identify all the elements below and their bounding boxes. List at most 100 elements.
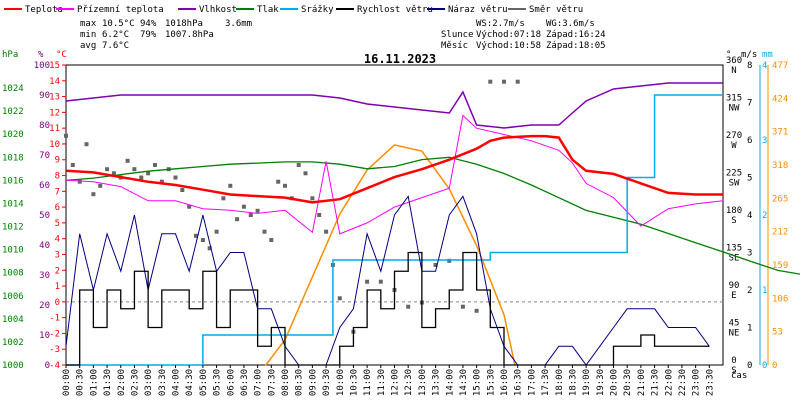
dir-tick-label: 315 bbox=[726, 94, 742, 104]
dir-tick-compass: NW bbox=[729, 104, 740, 114]
x-tick-label: 15:00 bbox=[473, 369, 483, 396]
ms-tick-label: 4 bbox=[747, 211, 752, 221]
legend-label: Náraz větru bbox=[448, 5, 508, 15]
hpa-tick-label: 1016 bbox=[2, 176, 24, 186]
stats-sunset: Západ:16:24 bbox=[546, 30, 606, 40]
radiation-tick-label: 53 bbox=[772, 328, 783, 338]
axis-unit-time: čas bbox=[731, 370, 747, 381]
hpa-tick-label: 1010 bbox=[2, 246, 24, 256]
dir-tick-compass: SW bbox=[729, 179, 740, 189]
radiation-tick-label: 212 bbox=[772, 228, 788, 238]
pct-tick-label: 40 bbox=[39, 241, 50, 251]
series-lines bbox=[65, 82, 800, 366]
mm-tick-label: 4 bbox=[762, 61, 767, 71]
wind-direction-point bbox=[515, 79, 520, 84]
x-tick-label: 19:00 bbox=[582, 369, 592, 396]
legend-label: Přízemní teplota bbox=[77, 5, 164, 15]
wind-direction-point bbox=[303, 171, 308, 176]
wind-direction-point bbox=[255, 208, 260, 213]
wind-direction-point bbox=[214, 229, 219, 234]
stats-avg-label: avg bbox=[80, 41, 96, 51]
wind-direction-point bbox=[146, 171, 151, 176]
stats-sunrise: Východ:07:18 bbox=[476, 30, 541, 40]
wind-direction-points bbox=[64, 79, 520, 334]
legend-label: Teplota bbox=[25, 5, 63, 15]
temp-tick-label: -1 bbox=[49, 314, 60, 324]
wind-direction-point bbox=[433, 263, 438, 267]
temp-tick-label: -2 bbox=[49, 329, 60, 339]
wind-direction-point bbox=[77, 179, 82, 184]
stats-moonset: Západ:18:05 bbox=[546, 41, 606, 51]
x-tick-label: 23:30 bbox=[705, 369, 715, 396]
x-tick-label: 10:30 bbox=[349, 369, 359, 396]
x-tick-label: 22:30 bbox=[678, 369, 688, 396]
ms-tick-label: 7 bbox=[747, 99, 752, 109]
wind-direction-point bbox=[70, 163, 75, 167]
series-wind-speed bbox=[66, 251, 710, 366]
stats-min-press: 1007.8hPa bbox=[165, 30, 214, 40]
wind-direction-point bbox=[406, 304, 411, 309]
legend-label: Tlak bbox=[257, 5, 279, 15]
x-tick-label: 14:30 bbox=[459, 369, 469, 396]
hpa-tick-label: 1024 bbox=[2, 84, 24, 94]
legend-label: Rychlost větru bbox=[357, 5, 433, 15]
wind-direction-point bbox=[324, 229, 329, 234]
pct-tick-label: 30 bbox=[39, 271, 50, 281]
stats-max-temp: 10.5°C bbox=[102, 19, 135, 29]
stats-min-hum: 79% bbox=[140, 30, 157, 40]
wind-direction-point bbox=[296, 163, 301, 167]
wind-direction-point bbox=[139, 175, 144, 180]
ms-tick-label: 5 bbox=[747, 174, 752, 184]
stats-rain: 3.6mm bbox=[225, 19, 252, 29]
x-tick-label: 08:30 bbox=[295, 369, 305, 396]
dir-tick-compass: S bbox=[731, 216, 736, 226]
stats-moonrise: Východ:10:58 bbox=[476, 41, 541, 51]
pct-tick-label: 70 bbox=[39, 151, 50, 161]
x-tick-label: 06:30 bbox=[240, 369, 250, 396]
temp-tick-label: -4 bbox=[49, 361, 60, 371]
x-tick-label: 17:30 bbox=[541, 369, 551, 396]
x-tick-label: 03:00 bbox=[144, 369, 154, 396]
axis-unit-ms: m/s bbox=[741, 50, 757, 60]
wind-direction-point bbox=[365, 279, 370, 284]
temp-tick-label: 8 bbox=[55, 172, 60, 182]
dir-tick-label: 0 bbox=[731, 356, 736, 366]
dir-tick-label: 180 bbox=[726, 206, 742, 216]
temp-tick-label: 5 bbox=[55, 219, 60, 229]
ms-tick-label: 3 bbox=[747, 249, 752, 259]
dir-tick-label: 45 bbox=[729, 319, 740, 329]
temp-tick-label: 4 bbox=[55, 235, 60, 245]
stats-max-hum: 94% bbox=[140, 19, 157, 29]
mm-tick-label: 1 bbox=[762, 286, 767, 296]
dir-tick-label: 225 bbox=[726, 169, 742, 179]
x-tick-label: 16:00 bbox=[500, 369, 510, 396]
x-tick-label: 11:00 bbox=[363, 369, 373, 396]
x-tick-label: 13:00 bbox=[418, 369, 428, 396]
hpa-tick-label: 1014 bbox=[2, 199, 24, 209]
radiation-tick-label: 106 bbox=[772, 294, 788, 304]
radiation-tick-label: 159 bbox=[772, 261, 788, 271]
x-tick-label: 11:30 bbox=[377, 369, 387, 396]
wind-direction-point bbox=[180, 188, 185, 192]
temp-tick-label: 13 bbox=[49, 93, 60, 103]
x-tick-label: 05:00 bbox=[199, 369, 209, 396]
wind-direction-point bbox=[207, 246, 212, 251]
pct-tick-label: 100 bbox=[34, 61, 50, 71]
temp-tick-label: 11 bbox=[49, 124, 60, 134]
x-tick-label: 22:00 bbox=[664, 369, 674, 396]
pct-tick-label: 60 bbox=[39, 181, 50, 191]
x-tick-label: 04:30 bbox=[185, 369, 195, 396]
mm-tick-label: 2 bbox=[762, 211, 767, 221]
dir-tick-label: 270 bbox=[726, 131, 742, 141]
stats-ws: WS:2.7m/s bbox=[476, 19, 525, 29]
x-tick-label: 23:00 bbox=[692, 369, 702, 396]
wind-direction-point bbox=[173, 175, 178, 180]
x-tick-label: 15:30 bbox=[486, 369, 496, 396]
dir-tick-compass: E bbox=[731, 291, 736, 301]
series-pressure bbox=[65, 156, 800, 275]
wind-direction-point bbox=[91, 192, 96, 197]
temp-tick-label: 14 bbox=[49, 77, 60, 87]
pct-tick-label: 0 bbox=[45, 361, 50, 371]
hpa-tick-label: 1012 bbox=[2, 223, 24, 233]
wind-direction-point bbox=[235, 217, 240, 222]
